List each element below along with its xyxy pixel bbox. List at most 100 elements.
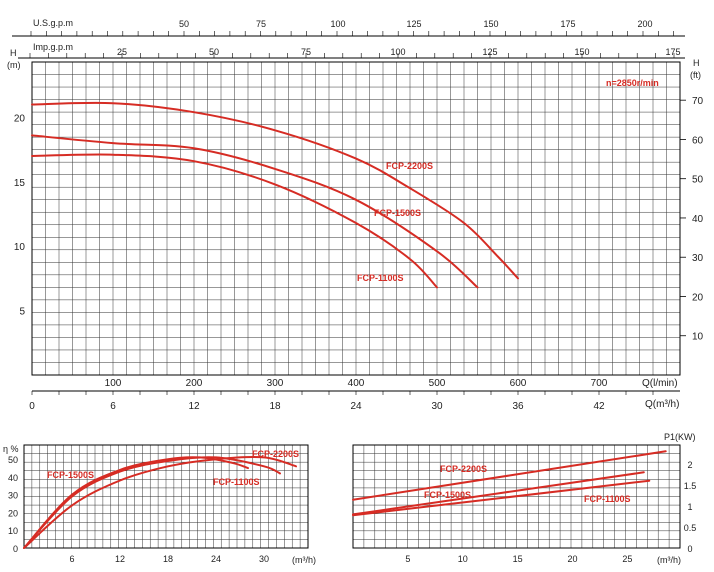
usgpm-tick-label: 200 bbox=[637, 19, 652, 29]
q-m3h-tick: 42 bbox=[593, 401, 605, 412]
head-left-tick: 20 bbox=[14, 113, 26, 124]
eff-x-unit: (m³/h) bbox=[292, 555, 316, 565]
pow-y-tick: 0.5 bbox=[684, 523, 697, 533]
head-right-tick: 50 bbox=[692, 175, 704, 186]
head-right-tick: 30 bbox=[692, 253, 704, 264]
efficiency-chart: η % 0 10 20 30 40 50 6 12 18 24 30 FCP-2200S FCP-1… bbox=[3, 444, 316, 565]
head-curve-fcp-2200s bbox=[31, 101, 519, 280]
pow-label-fcp-1500s: FCP-1500S bbox=[424, 490, 471, 500]
head-left-tick: 10 bbox=[14, 242, 26, 253]
q-m3h-tick: 18 bbox=[269, 401, 281, 412]
q-lmin-tick: 200 bbox=[186, 378, 203, 389]
power-chart: P1(KW) 00.511.525 10 15 20 25 FCP-2200S FCP-… bbox=[352, 432, 697, 565]
top-usgpm-scale: U.S.g.p.m 50 75 100 125 150 175 200 bbox=[12, 18, 685, 37]
eff-x-tick: 12 bbox=[115, 554, 125, 564]
head-curve-fcp-1500s bbox=[31, 134, 479, 289]
q-m3h-tick: 12 bbox=[188, 401, 200, 412]
pow-y-tick: 1 bbox=[687, 502, 692, 512]
pow-x-tick: 20 bbox=[567, 554, 577, 564]
pow-x-tick: 15 bbox=[513, 554, 523, 564]
head-curve-fcp-1100s bbox=[31, 153, 438, 289]
label-fcp-1100s: FCP-1100S bbox=[357, 273, 404, 283]
eff-label-fcp-2200s: FCP-2200S bbox=[252, 449, 299, 459]
label-fcp-2200s: FCP-2200S bbox=[386, 161, 433, 171]
eff-y-tick: 10 bbox=[8, 526, 18, 536]
eff-curve-fcp-1100s bbox=[23, 456, 281, 549]
impgpm-tick-label: 100 bbox=[390, 47, 405, 57]
q-lmin-tick: 300 bbox=[267, 378, 284, 389]
impgpm-tick-label: 25 bbox=[117, 47, 127, 57]
impgpm-tick-label: 50 bbox=[209, 47, 219, 57]
q-m3h-tick: 36 bbox=[512, 401, 524, 412]
pow-label-fcp-2200s: FCP-2200S bbox=[440, 464, 487, 474]
pow-y-tick: 0 bbox=[687, 544, 692, 554]
usgpm-tick-label: 75 bbox=[256, 19, 266, 29]
usgpm-tick-label: 125 bbox=[406, 19, 421, 29]
head-right-tick: 60 bbox=[692, 135, 704, 146]
head-right-unit-ft: (ft) bbox=[690, 70, 701, 80]
q-lmin-label: Q(l/min) bbox=[642, 378, 678, 389]
pow-x-tick: 25 bbox=[622, 554, 632, 564]
impgpm-tick-label: 175 bbox=[665, 47, 680, 57]
pow-x-tick: 5 bbox=[405, 554, 410, 564]
eff-y-tick: 50 bbox=[8, 455, 18, 465]
pow-label-fcp-1100s: FCP-1100S bbox=[584, 494, 631, 504]
head-left-tick: 15 bbox=[14, 178, 26, 189]
impgpm-tick-label: 150 bbox=[574, 47, 589, 57]
eff-x-tick: 30 bbox=[259, 554, 269, 564]
speed-note: n=2850r/min bbox=[606, 78, 659, 88]
usgpm-label: U.S.g.p.m bbox=[33, 18, 73, 28]
label-fcp-1500s: FCP-1500S bbox=[374, 208, 421, 218]
eff-label-fcp-1500s: FCP-1500S bbox=[47, 470, 94, 480]
usgpm-tick-label: 100 bbox=[330, 19, 345, 29]
pow-grid-frame bbox=[352, 444, 681, 549]
p1-label: P1(KW) bbox=[664, 432, 696, 442]
pow-curve-fcp-1500s bbox=[352, 471, 645, 516]
eff-y-tick: 40 bbox=[8, 473, 18, 483]
eta-label: η % bbox=[3, 444, 19, 454]
eff-y-tick: 20 bbox=[8, 508, 18, 518]
impgpm-label: Imp.g.p.m bbox=[33, 42, 73, 52]
pow-curve-fcp-1100s bbox=[352, 479, 651, 517]
eff-grid-frame bbox=[23, 444, 309, 549]
head-grid-frame bbox=[31, 61, 681, 376]
head-right-tick: 20 bbox=[692, 292, 704, 303]
eff-x-tick: 24 bbox=[211, 554, 221, 564]
head-left-unit-h: H bbox=[10, 48, 17, 58]
usgpm-tick-label: 50 bbox=[179, 19, 189, 29]
head-left-tick: 5 bbox=[19, 307, 25, 318]
head-right-tick: 40 bbox=[692, 214, 704, 225]
q-m3h-tick: 24 bbox=[350, 401, 362, 412]
eff-curve-fcp-2200s bbox=[23, 455, 297, 549]
q-lmin-tick: 500 bbox=[429, 378, 446, 389]
eff-curve-fcp-1500s bbox=[23, 456, 249, 549]
head-right-tick: 70 bbox=[692, 96, 704, 107]
q-m3h-tick: 0 bbox=[29, 401, 35, 412]
eff-y-tick: 0 bbox=[13, 544, 18, 554]
q-lmin-tick: 400 bbox=[348, 378, 365, 389]
usgpm-tick-label: 150 bbox=[483, 19, 498, 29]
head-right-tick: 10 bbox=[692, 332, 704, 343]
q-lmin-tick: 600 bbox=[510, 378, 527, 389]
usgpm-tick-label: 175 bbox=[560, 19, 575, 29]
eff-x-tick: 18 bbox=[163, 554, 173, 564]
q-m3h-tick: 6 bbox=[110, 401, 116, 412]
pow-y-tick: 2 bbox=[687, 460, 692, 470]
impgpm-tick-label: 75 bbox=[301, 47, 311, 57]
q-lmin-tick: 700 bbox=[591, 378, 608, 389]
eff-x-tick: 6 bbox=[69, 554, 74, 564]
q-m3h-label: Q(m³/h) bbox=[645, 399, 679, 410]
head-right-unit-h: H bbox=[693, 58, 700, 68]
top-impgpm-scale: Imp.g.p.m 25 50 75 100 125 150 175 bbox=[18, 42, 685, 59]
eff-y-tick: 30 bbox=[8, 491, 18, 501]
q-m3h-tick: 30 bbox=[431, 401, 443, 412]
impgpm-tick-label: 125 bbox=[482, 47, 497, 57]
pow-x-tick: 10 bbox=[458, 554, 468, 564]
pow-y-tick: 1.5 bbox=[684, 481, 697, 491]
pow-curve-fcp-2200s bbox=[352, 450, 667, 501]
eff-label-fcp-1100s: FCP-1100S bbox=[213, 477, 260, 487]
pow-x-unit: (m³/h) bbox=[657, 555, 681, 565]
q-lmin-tick: 100 bbox=[105, 378, 122, 389]
